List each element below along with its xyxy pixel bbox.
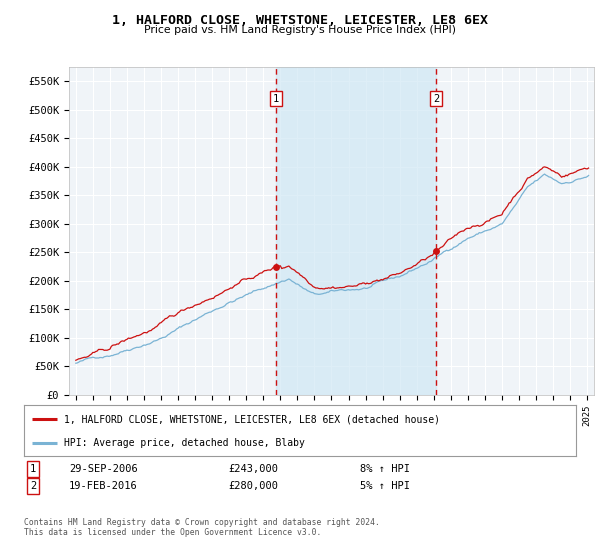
Text: 1, HALFORD CLOSE, WHETSTONE, LEICESTER, LE8 6EX: 1, HALFORD CLOSE, WHETSTONE, LEICESTER, … — [112, 14, 488, 27]
Text: 1, HALFORD CLOSE, WHETSTONE, LEICESTER, LE8 6EX (detached house): 1, HALFORD CLOSE, WHETSTONE, LEICESTER, … — [64, 414, 440, 424]
Text: Price paid vs. HM Land Registry's House Price Index (HPI): Price paid vs. HM Land Registry's House … — [144, 25, 456, 35]
Text: 2: 2 — [433, 94, 439, 104]
Text: Contains HM Land Registry data © Crown copyright and database right 2024.
This d: Contains HM Land Registry data © Crown c… — [24, 518, 380, 538]
Text: 19-FEB-2016: 19-FEB-2016 — [69, 481, 138, 491]
Text: 1: 1 — [273, 94, 279, 104]
Text: 1: 1 — [30, 464, 36, 474]
Text: 8% ↑ HPI: 8% ↑ HPI — [360, 464, 410, 474]
Text: 5% ↑ HPI: 5% ↑ HPI — [360, 481, 410, 491]
Text: 29-SEP-2006: 29-SEP-2006 — [69, 464, 138, 474]
Text: £243,000: £243,000 — [228, 464, 278, 474]
Bar — [276, 67, 436, 395]
Text: HPI: Average price, detached house, Blaby: HPI: Average price, detached house, Blab… — [64, 438, 305, 448]
Text: 2: 2 — [30, 481, 36, 491]
Text: £280,000: £280,000 — [228, 481, 278, 491]
